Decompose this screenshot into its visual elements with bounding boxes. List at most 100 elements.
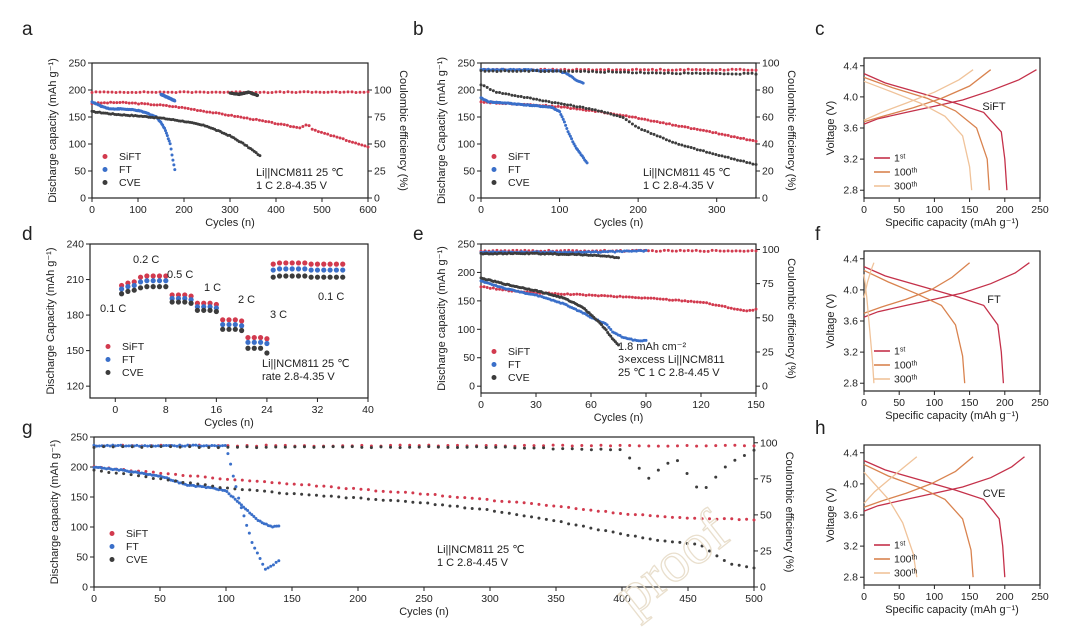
legend-entry: 1st [894,153,905,165]
data-point [338,90,342,94]
data-point [666,461,670,465]
data-point [522,443,526,447]
data-point [671,298,675,302]
data-point [137,285,144,291]
data-point [739,136,743,140]
data-point [700,544,704,548]
x-tick-label: 250 [415,593,433,605]
data-point [226,113,230,117]
data-point [332,134,336,138]
legend-entry: 100th [894,167,917,179]
data-point [483,69,487,73]
data-point [163,126,167,130]
data-point [245,523,249,527]
data-point [344,138,348,142]
data-point [566,103,570,107]
data-point [729,135,733,139]
data-point [446,445,450,449]
data-point [337,495,341,499]
x-tick-label: 100 [926,591,944,603]
data-point [283,273,289,279]
data-point [188,481,192,485]
electrolyte-label: SiFT [982,101,1006,113]
y-tick-label: 240 [66,239,84,251]
x-tick-label: 250 [1031,397,1049,409]
data-point [140,101,144,105]
data-point [666,248,670,252]
data-point [626,512,630,516]
data-point [718,72,722,76]
data-point [225,489,229,493]
data-point [698,148,702,152]
data-point [298,90,302,94]
data-point [245,144,249,148]
y2-tick-label: 25 [374,166,386,178]
data-point [231,495,235,499]
data-point [730,67,734,71]
data-point [556,104,560,108]
y2-tick-label: 75 [374,112,386,124]
data-point [581,508,585,512]
data-point [655,120,659,124]
data-point [583,69,587,73]
data-point [607,67,611,71]
axes-frame [89,243,369,399]
data-point [722,559,726,563]
data-point [537,516,541,520]
data-point [748,308,752,312]
data-point [630,115,634,119]
data-point [346,90,350,94]
data-point [366,488,370,492]
data-point [615,249,619,253]
data-point [611,511,615,515]
data-point [752,444,756,448]
y-tick-label: 50 [463,166,475,178]
data-point [666,444,670,448]
data-point [575,107,579,111]
data-point [241,141,245,145]
data-point [389,445,393,449]
data-point [589,448,593,452]
data-point [575,250,579,254]
data-point [739,308,743,312]
y-tick-label: 150 [457,295,475,307]
data-point [255,479,259,483]
x-tick-label: 100 [217,593,235,605]
data-point [733,458,737,462]
data-point [251,339,257,345]
data-point [501,91,505,95]
data-point [701,300,705,304]
data-point [192,107,196,111]
x-tick-label: 400 [267,204,285,216]
data-point [327,267,333,273]
data-point [276,266,283,272]
data-point [144,273,150,279]
y2-tick-label: 40 [762,139,774,151]
x-tick-label: 60 [585,399,597,411]
data-point [608,249,612,253]
data-point [403,499,407,503]
data-point [252,515,256,519]
data-point [229,462,233,466]
data-point [708,517,712,521]
data-point [581,81,585,85]
data-point [207,445,211,449]
data-point [642,71,646,75]
data-point [658,71,662,75]
data-point [748,138,752,142]
data-point [609,448,613,452]
data-point [596,528,600,532]
data-point [102,101,106,105]
data-point [615,68,619,72]
data-point [295,266,302,272]
data-point [255,446,259,450]
data-point [398,443,402,447]
data-point [408,445,412,449]
data-point [547,100,551,104]
x-tick-label: 500 [313,204,331,216]
y-tick-label: 200 [70,462,88,474]
data-point [552,504,556,508]
data-point [606,111,610,115]
data-point [569,103,573,107]
data-point [492,499,496,503]
